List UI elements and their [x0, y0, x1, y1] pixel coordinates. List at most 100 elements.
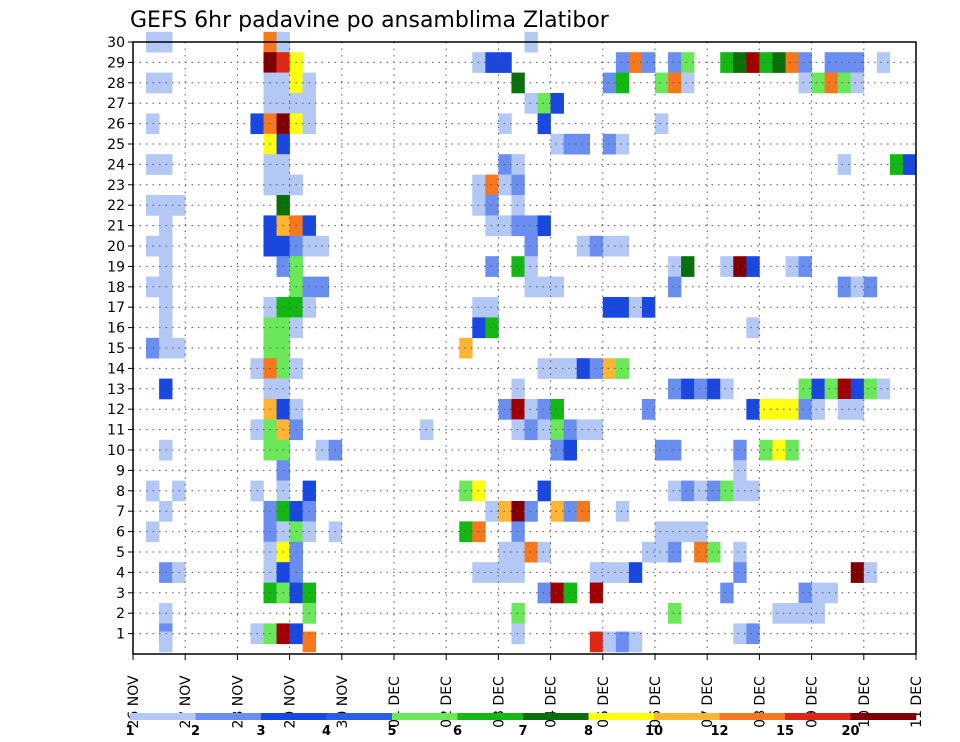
heatmap-cell [720, 582, 734, 604]
legend-label: 2 [191, 724, 200, 739]
heatmap-cell [524, 419, 538, 441]
x-tick-label: 04 DEC [544, 676, 560, 728]
heatmap-cell [707, 378, 721, 400]
heatmap-cell [485, 174, 499, 196]
heatmap-cell [850, 52, 865, 73]
legend-swatch [654, 713, 720, 720]
y-tick-label: 3 [116, 586, 125, 602]
heatmap-cell [563, 501, 577, 522]
heatmap-cell [798, 603, 812, 624]
heatmap-cell [655, 439, 669, 461]
legend-label: 3 [256, 724, 265, 739]
heatmap-cell [511, 541, 525, 563]
legend-swatch [523, 713, 589, 720]
y-tick-label: 30 [107, 35, 125, 51]
heatmap-cell [811, 378, 825, 400]
y-tick-label: 23 [107, 178, 125, 194]
heatmap-cell [563, 358, 577, 379]
chart-title: GEFS 6hr padavine po ansamblima Zlatibor [130, 8, 610, 33]
legend-swatch [457, 713, 524, 720]
heatmap-cell [563, 419, 577, 441]
heatmap-cell [837, 52, 852, 73]
heatmap-cell [837, 276, 852, 298]
heatmap-cell [524, 399, 538, 420]
heatmap-cell [694, 521, 708, 543]
heatmap-cell [876, 52, 891, 73]
y-tick-label: 13 [107, 382, 125, 398]
legend-label: 6 [453, 724, 462, 739]
heatmap-cell [837, 154, 852, 175]
x-tick-label: 27 NOV [178, 675, 194, 729]
heatmap-cell [681, 256, 695, 277]
heatmap-cell [785, 52, 799, 73]
y-tick-label: 11 [107, 423, 125, 439]
y-tick-label: 15 [107, 341, 125, 357]
y-tick-label: 20 [107, 239, 125, 255]
heatmap-cell [628, 297, 643, 318]
legend-label: 4 [322, 724, 331, 739]
heatmap-cell [550, 501, 564, 522]
heatmap-cell [759, 399, 773, 420]
heatmap-cell [628, 52, 643, 73]
heatmap-cells [146, 31, 917, 653]
y-tick-label: 14 [107, 361, 125, 377]
heatmap-cell [511, 603, 525, 624]
x-tick-label: 01 DEC [387, 676, 403, 728]
heatmap-cell [537, 276, 551, 298]
heatmap-cell [511, 378, 525, 400]
heatmap-cell [668, 439, 682, 461]
heatmap-cell [511, 419, 525, 441]
y-tick-label: 26 [107, 117, 125, 133]
heatmap-cell [850, 378, 865, 400]
y-tick-label: 5 [116, 545, 125, 561]
heatmap-cell [772, 52, 786, 73]
legend-swatch [850, 713, 917, 720]
heatmap-cell [563, 133, 577, 155]
heatmap-cell [615, 235, 630, 257]
heatmap-cell [655, 72, 669, 94]
heatmap-cell [485, 256, 499, 277]
heatmap-cell [681, 521, 695, 543]
heatmap-cell [589, 631, 604, 653]
heatmap-cell [668, 276, 682, 298]
heatmap-cell [498, 399, 512, 420]
x-tick-label: 03 DEC [491, 676, 507, 728]
heatmap-cell [811, 603, 825, 624]
heatmap-cell [902, 154, 917, 175]
y-tick-label: 24 [107, 157, 125, 173]
heatmap-cell [733, 562, 747, 583]
heatmap-cell [615, 297, 630, 318]
heatmap-cell [498, 174, 512, 196]
x-tick-label: 28 NOV [230, 675, 246, 729]
legend-label: 12 [710, 724, 728, 739]
x-tick-label: 08 DEC [752, 676, 768, 728]
y-tick-label: 22 [107, 198, 125, 214]
x-tick-label: 07 DEC [700, 676, 716, 728]
heatmap-cell [746, 480, 760, 502]
heatmap-cell [550, 439, 564, 461]
heatmap-cell [681, 378, 695, 400]
heatmap-cell [720, 480, 734, 502]
heatmap-cell [824, 582, 838, 604]
legend-label: 15 [776, 724, 794, 739]
heatmap-cell [668, 541, 682, 563]
heatmap-cell [524, 93, 538, 114]
heatmap-cell [589, 235, 604, 257]
heatmap-cell [668, 256, 682, 277]
heatmap-cell [733, 623, 747, 645]
heatmap-cell [641, 399, 656, 420]
heatmap-cell [733, 52, 747, 73]
heatmap-cell [602, 358, 617, 379]
heatmap-cell [720, 52, 734, 73]
heatmap-cell [641, 297, 656, 318]
heatmap-cell [485, 501, 499, 522]
heatmap-cell [498, 541, 512, 563]
heatmap-cell [550, 399, 564, 420]
legend-swatch [588, 713, 655, 720]
heatmap-cell [550, 582, 564, 604]
heatmap-cell [720, 378, 734, 400]
heatmap-cell [563, 582, 577, 604]
heatmap-cell [485, 52, 499, 73]
heatmap-cell [668, 603, 682, 624]
